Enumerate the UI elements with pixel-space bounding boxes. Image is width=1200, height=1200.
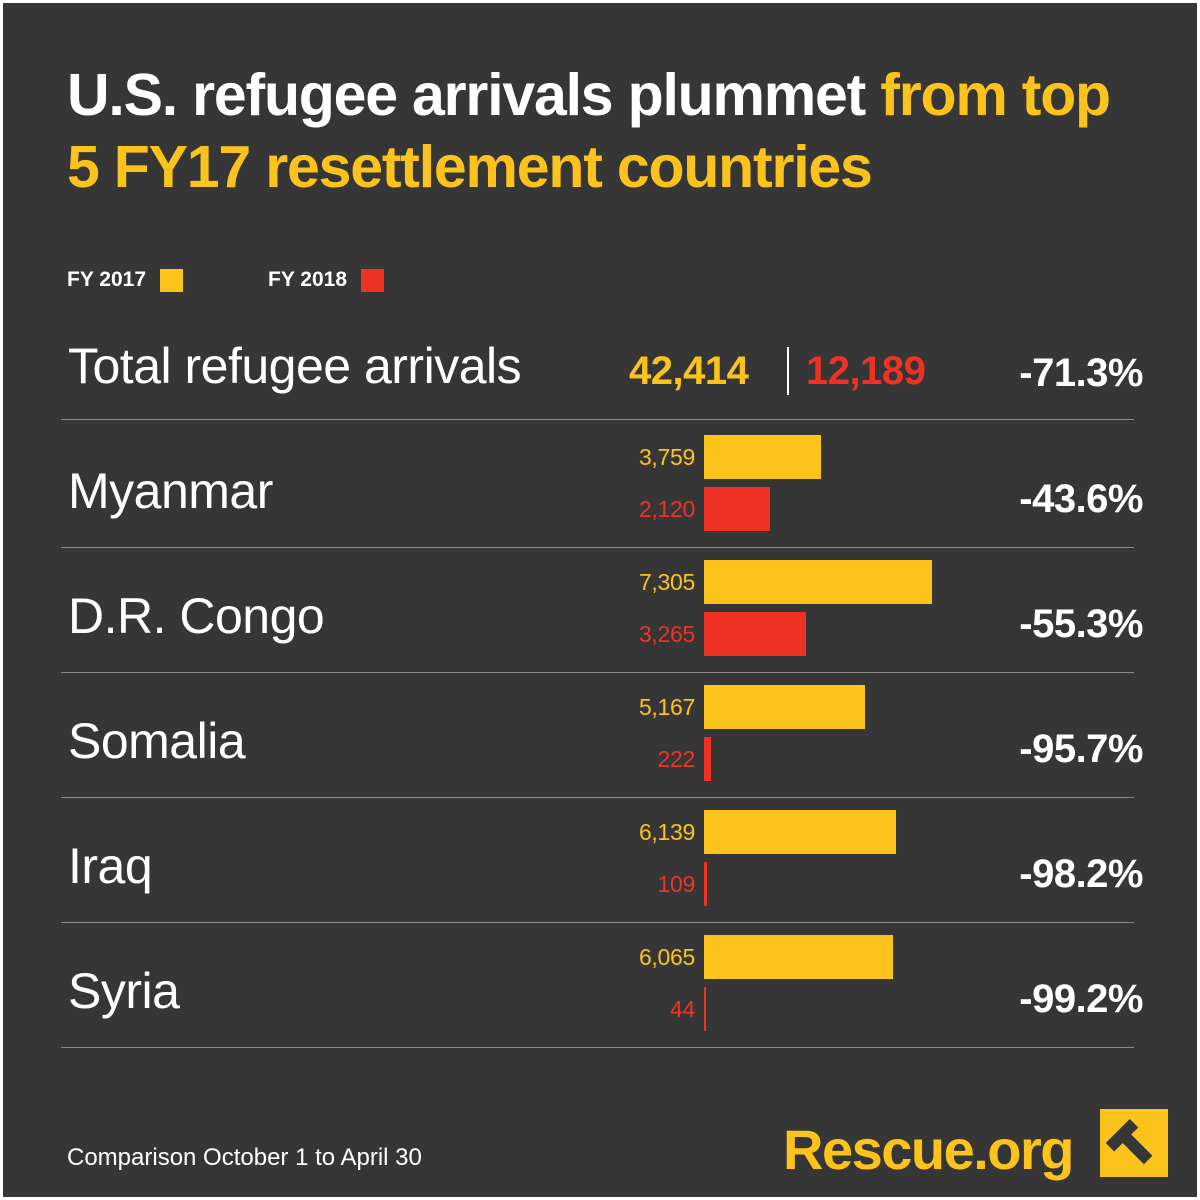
bar-d-r-congo-fy2017 (704, 560, 932, 604)
change-label-somalia: -95.7% (1019, 727, 1143, 771)
legend-label-fy2018: FY 2018 (268, 268, 348, 291)
row-divider (61, 672, 1134, 673)
legend-swatch-fy2017 (160, 268, 184, 292)
total-change: -71.3% (1019, 351, 1143, 395)
row-divider (61, 547, 1134, 548)
title-highlight: from top 5 FY17 resettlement countries (67, 62, 1111, 200)
category-label-iraq: Iraq (68, 838, 153, 894)
value-label-somalia-fy2017: 5,167 (638, 694, 695, 720)
value-label-d-r-congo-fy2017: 7,305 (638, 569, 695, 595)
bar-myanmar-fy2018 (704, 487, 770, 531)
bar-somalia-fy2018 (704, 737, 711, 781)
legend-item-fy2018: FY 2018 (268, 265, 385, 295)
category-label-syria: Syria (68, 963, 180, 1019)
title-white: U.S. refugee arrivals plummet (67, 62, 866, 128)
brand-name: Rescue.org (783, 1118, 1075, 1181)
bar-syria-fy2017 (704, 935, 893, 979)
bar-myanmar-fy2017 (704, 435, 821, 479)
bar-somalia-fy2017 (704, 685, 865, 729)
row-divider (61, 1047, 1134, 1048)
change-label-syria: -99.2% (1019, 977, 1143, 1021)
value-label-syria-fy2018: 44 (670, 996, 695, 1022)
row-divider (61, 922, 1134, 923)
legend-swatch-fy2018 (361, 268, 385, 292)
value-label-iraq-fy2017: 6,139 (638, 819, 695, 845)
total-label: Total refugee arrivals (68, 338, 522, 394)
bar-iraq-fy2017 (704, 810, 896, 854)
category-label-somalia: Somalia (68, 713, 246, 769)
total-fy2017-value: 42,414 (629, 349, 749, 393)
value-label-somalia-fy2018: 222 (657, 746, 696, 772)
total-separator (787, 347, 789, 395)
row-divider (61, 419, 1134, 420)
value-label-syria-fy2017: 6,065 (638, 944, 695, 970)
footnote: Comparison October 1 to April 30 (67, 1144, 422, 1171)
value-label-myanmar-fy2018: 2,120 (638, 496, 695, 522)
value-label-myanmar-fy2017: 3,759 (638, 444, 695, 470)
infographic: U.S. refugee arrivals plummet from top 5… (3, 3, 1197, 1197)
value-label-d-r-congo-fy2018: 3,265 (638, 621, 695, 647)
legend-label-fy2017: FY 2017 (67, 268, 147, 291)
bar-syria-fy2018 (704, 987, 706, 1031)
legend-item-fy2017: FY 2017 (67, 265, 184, 295)
change-label-myanmar: -43.6% (1019, 477, 1143, 521)
value-label-iraq-fy2018: 109 (657, 871, 696, 897)
category-label-d-r-congo: D.R. Congo (68, 588, 325, 644)
bar-d-r-congo-fy2018 (704, 612, 806, 656)
change-label-d-r-congo: -55.3% (1019, 602, 1143, 646)
bar-iraq-fy2018 (704, 862, 707, 906)
chart-title: U.S. refugee arrivals plummet from top 5… (67, 59, 1147, 203)
category-label-myanmar: Myanmar (68, 463, 273, 519)
rescue-logo-icon (1100, 1109, 1168, 1177)
change-label-iraq: -98.2% (1019, 852, 1143, 896)
total-fy2018-value: 12,189 (806, 349, 926, 393)
row-divider (61, 797, 1134, 798)
